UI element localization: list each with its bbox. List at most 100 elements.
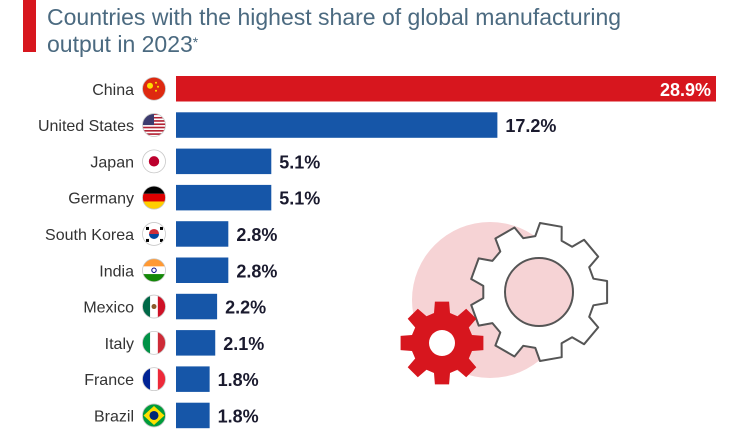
decoration-group (400, 222, 609, 385)
category-label: United States (38, 118, 134, 135)
korea-trigram (146, 238, 149, 242)
bar (176, 402, 210, 429)
mexico-red (157, 295, 166, 319)
japan-flag-icon (142, 149, 166, 174)
italy-flag-icon-ring (142, 330, 166, 355)
chart-rows: China 28.9%United States 17.2%Japan 5.1%Ger… (38, 76, 716, 429)
italy-flag-icon-fill (142, 331, 166, 355)
bar (176, 184, 272, 211)
title-accent-bar (23, 0, 36, 52)
india-flag-icon-fill (142, 258, 166, 282)
chart-row: Brazil 1.8% (94, 402, 259, 429)
category-label: Mexico (83, 300, 134, 317)
mexico-green (142, 295, 151, 319)
chart-title: Countries with the highest share of glob… (47, 4, 647, 58)
germany-flag-icon-fill (142, 186, 166, 210)
china-flag-icon-fill (142, 77, 166, 101)
brazil-flag-icon-fill (142, 403, 166, 427)
korea-yin (149, 233, 159, 239)
value-label: 2.8% (236, 261, 277, 281)
france-white (150, 367, 158, 391)
category-label: France (84, 372, 134, 389)
chart-row: France 1.8% (84, 366, 259, 392)
india-chakra (151, 267, 157, 273)
chart-row: India 2.8% (99, 257, 277, 283)
italy-flag-icon (142, 330, 166, 355)
india-flag-icon (142, 258, 166, 283)
germany-red (142, 193, 166, 202)
mexico-flag-icon (142, 294, 166, 319)
gear-icon-large (470, 222, 609, 362)
germany-flag-icon-ring (142, 185, 166, 210)
korea-trigram (160, 238, 163, 242)
china-bg (142, 77, 166, 101)
chart-row: United States 17.2% (38, 112, 556, 138)
korea-trigram (160, 226, 163, 230)
france-flag-icon-ring (142, 367, 166, 392)
south-korea-flag-icon-ring (142, 222, 166, 246)
gear-icon-small (400, 301, 484, 385)
france-blue (142, 367, 151, 391)
category-label: Germany (68, 191, 134, 208)
usa-flag-icon-ring (142, 113, 166, 137)
india-flag-icon-ring (142, 258, 166, 283)
japan-flag-icon-ring (142, 149, 166, 174)
category-label: Italy (105, 336, 134, 353)
china-star-small (155, 81, 157, 84)
category-label: Japan (90, 154, 134, 171)
usa-flag-icon (142, 113, 166, 137)
brazil-flag-icon-ring (142, 403, 166, 428)
chart-row: South Korea 2.8% (45, 221, 277, 247)
south-korea-flag-icon (142, 222, 166, 246)
chart-row: China 28.9% (92, 76, 716, 102)
chart-title-text: Countries with the highest share of glob… (47, 4, 622, 57)
bar (176, 293, 218, 320)
italy-white (150, 331, 158, 355)
chart-row: Mexico 2.2% (83, 293, 266, 320)
italy-red (157, 331, 166, 355)
china-star-small (157, 85, 159, 88)
usa-flag-icon-fill (142, 113, 166, 135)
south-korea-flag-icon-fill (142, 222, 166, 246)
value-label: 1.8% (218, 370, 259, 390)
korea-trigram (146, 226, 149, 230)
category-label: India (99, 263, 134, 280)
value-label: 2.8% (236, 225, 277, 245)
value-label: 28.9% (660, 80, 711, 100)
brazil-flag-icon (142, 403, 166, 428)
korea-yang (149, 228, 159, 234)
gear-large-hole (504, 257, 574, 327)
india-saffron (142, 258, 166, 267)
india-white (142, 266, 166, 275)
usa-stripe (142, 133, 166, 135)
category-label: China (92, 82, 134, 99)
japan-flag-icon-fill (142, 149, 166, 173)
bar (176, 76, 716, 102)
chart-row: Germany 5.1% (68, 184, 320, 211)
india-green (142, 274, 166, 282)
category-label: Brazil (94, 408, 134, 425)
bar (176, 148, 272, 175)
france-flag-icon (142, 367, 166, 392)
category-label: South Korea (45, 227, 134, 244)
china-flag-icon (142, 76, 166, 101)
bar (176, 257, 229, 283)
value-label: 1.8% (218, 406, 259, 426)
germany-flag-icon (142, 185, 166, 210)
value-label: 2.2% (225, 298, 266, 318)
bar (176, 221, 229, 247)
value-label: 5.1% (279, 189, 320, 209)
italy-green (142, 331, 151, 355)
germany-gold (142, 201, 166, 210)
value-label: 5.1% (279, 152, 320, 172)
germany-black (142, 186, 166, 194)
title-asterisk: * (192, 34, 199, 50)
mexico-flag-icon-fill (142, 295, 166, 319)
china-star-small (155, 89, 157, 92)
bar (176, 330, 216, 356)
china-flag-icon-ring (142, 76, 166, 101)
bar (176, 366, 210, 392)
mexico-flag-icon-ring (142, 294, 166, 319)
china-star (147, 82, 153, 89)
